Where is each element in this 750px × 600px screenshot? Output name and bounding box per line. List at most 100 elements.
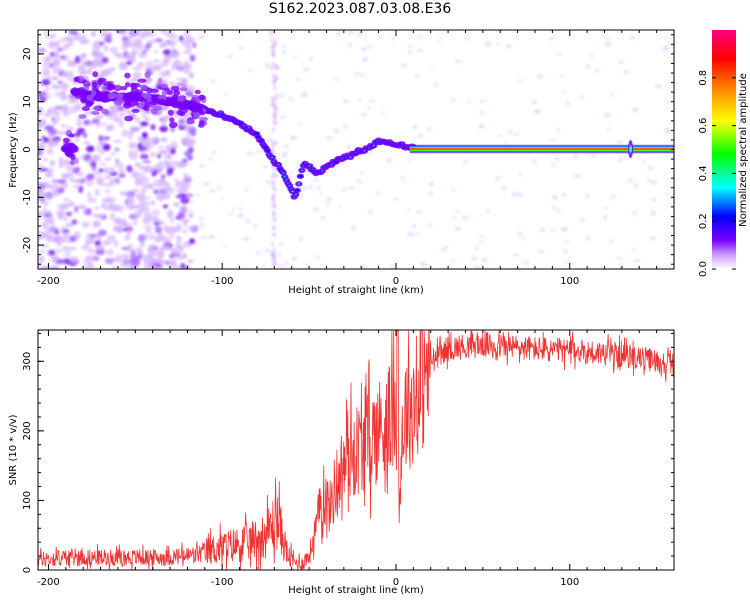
spectrogram-noise-blob [160, 178, 166, 185]
spectrogram-ridge-blob [130, 82, 136, 88]
spectrogram-noise-blob [585, 193, 590, 199]
spectrogram-noise-blob [264, 63, 271, 69]
spectrogram-noise-blob [45, 34, 54, 39]
spectrogram-noise-blob [187, 162, 193, 166]
spectrogram-noise-blob [80, 53, 87, 59]
spectrogram-noise-blob [189, 54, 196, 62]
spectrogram-noise-blob [477, 240, 484, 244]
spectrogram-noise-blob [151, 209, 161, 216]
spectrogram-noise-blob [103, 166, 110, 175]
spectrogram-ridge-blob [78, 94, 86, 99]
spectrogram-noise-blob [518, 192, 523, 198]
spectrogram-noise-blob [252, 223, 258, 229]
spectrogram-ridge-blob [115, 84, 122, 90]
spectrogram-noise-blob [121, 253, 130, 259]
spectrogram-ridge-blob [277, 164, 280, 166]
spectrogram-noise-blob [271, 96, 275, 101]
spectrogram-noise-blob [58, 156, 64, 165]
spectrogram-noise-blob [573, 154, 579, 160]
spectrogram-noise-blob [606, 127, 611, 132]
spectrogram-ridge-blob [118, 92, 124, 99]
snr-xtick-label: 100 [560, 577, 579, 588]
spectrogram-noise-blob [122, 40, 127, 46]
spectrogram-ridge-blob [124, 72, 131, 79]
spectrogram-noise-blob [90, 254, 99, 261]
spectrogram-noise-blob [282, 45, 287, 49]
spectrogram-ridge-blob [153, 105, 162, 111]
spectrogram-ridge-blob [284, 179, 288, 181]
spectrogram-noise-blob [105, 124, 113, 132]
spectrogram-noise-blob [369, 99, 375, 103]
spectrogram-noise-blob [38, 124, 44, 130]
spectrogram-noise-blob [199, 235, 207, 240]
spectrogram-ridge-blob [146, 87, 153, 94]
spectrogram-noise-blob [139, 125, 144, 130]
spectrogram-noise-blob [65, 211, 73, 217]
spectrogram-noise-blob [91, 49, 99, 57]
spectrogram-noise-blob [273, 248, 277, 253]
spectrogram-ridge-blob [197, 107, 204, 114]
spectrogram-noise-blob [281, 152, 287, 159]
spectrogram-noise-blob [407, 232, 415, 238]
spectrogram-noise-blob [309, 57, 314, 61]
spectrogram-noise-blob [299, 236, 303, 242]
spectrogram-noise-blob [74, 171, 85, 177]
spectrogram-noise-blob [66, 73, 75, 82]
spectrogram-noise-blob [157, 249, 165, 257]
spectrogram-noise-blob [167, 152, 172, 161]
spectrogram-noise-blob [104, 36, 113, 43]
spectrogram-noise-blob [556, 128, 561, 133]
spectrogram-ridge-blob [171, 94, 178, 100]
spectrogram-noise-blob [149, 200, 156, 206]
spectrogram-noise-blob [295, 77, 301, 82]
spectrogram-ridge-blob [270, 156, 274, 159]
spectrogram-noise-blob [61, 83, 68, 89]
spectrogram-noise-blob [495, 176, 500, 181]
spectrogram-noise-blob [160, 137, 168, 142]
spectrogram-ridge-blob [83, 86, 90, 91]
spectrogram-ridge-blob [173, 89, 180, 97]
spectrogram-ridge-blob [199, 116, 209, 122]
spectrogram-noise-blob [110, 204, 121, 212]
spectrogram-noise-blob [142, 160, 152, 164]
spectrogram-noise-blob [564, 261, 571, 265]
spectrogram-noise-blob [180, 196, 190, 205]
spectrogram-noise-blob [76, 127, 86, 135]
spectrogram-noise-blob [319, 192, 324, 196]
spectrogram-noise-blob [72, 184, 80, 189]
spectrogram-noise-blob [111, 265, 117, 269]
colorbar-tick-label: 0.6 [698, 118, 709, 134]
spectrogram-ridge-blob [190, 100, 198, 106]
spectrogram-noise-blob [407, 208, 411, 212]
spectrogram-ytick-label: -10 [22, 189, 33, 205]
spectrogram-noise-blob [498, 134, 504, 138]
spectrogram-noise-blob [272, 197, 276, 202]
spectrogram-noise-blob [142, 182, 152, 189]
spectrogram-noise-blob [77, 66, 85, 71]
spectrogram-noise-blob [108, 171, 118, 177]
spectrogram-noise-blob [185, 123, 190, 128]
snr-ytick-label: 200 [22, 421, 33, 440]
spectrogram-noise-blob [300, 92, 308, 98]
spectrogram-noise-blob [451, 188, 457, 192]
spectrogram-noise-blob [667, 80, 673, 85]
spectrogram-noise-blob [215, 186, 222, 190]
spectrogram-noise-blob [187, 139, 197, 144]
spectrogram-noise-blob [83, 259, 92, 266]
spectrogram-noise-blob [185, 192, 194, 198]
spectrogram-noise-blob [274, 140, 278, 145]
spectrogram-noise-blob [562, 89, 567, 93]
spectrogram-noise-blob [161, 118, 167, 127]
spectrogram-ridge-blob [62, 137, 70, 143]
spectrogram-noise-blob [262, 265, 267, 268]
spectrogram-noise-blob [273, 85, 277, 90]
spectrogram-noise-blob [315, 186, 322, 190]
spectrogram-noise-blob [386, 157, 393, 163]
spectrogram-noise-blob [121, 129, 129, 137]
spectrogram-noise-blob [125, 61, 132, 65]
spectrogram-noise-blob [54, 50, 60, 57]
spectrogram-noise-blob [646, 178, 651, 182]
spectrogram-noise-blob [348, 42, 353, 48]
spectrogram-noise-blob [61, 45, 67, 52]
